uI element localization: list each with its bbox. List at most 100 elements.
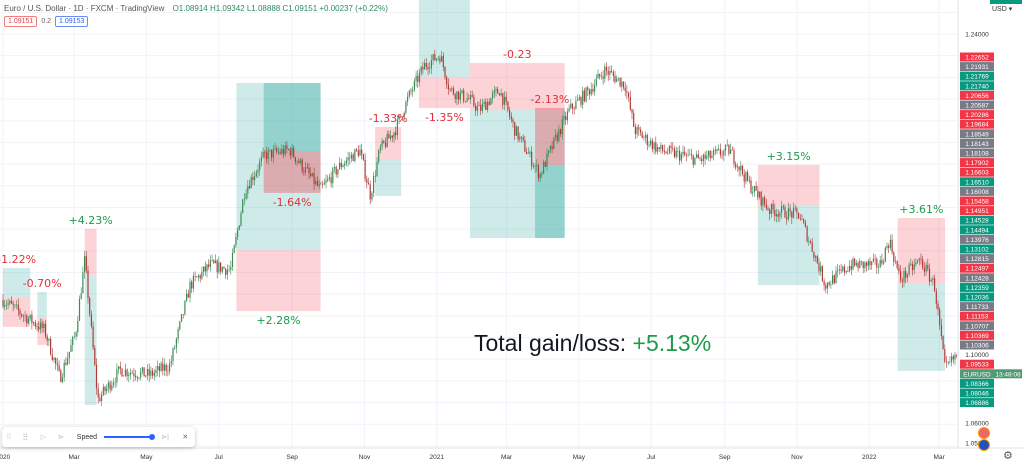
currency-dropdown[interactable]: USD ▾ xyxy=(990,5,1015,13)
candle-body xyxy=(923,267,925,272)
candle-body xyxy=(245,193,247,199)
candle-body xyxy=(408,90,410,97)
time-tick-label: 2020 xyxy=(0,454,11,461)
candle-body xyxy=(315,180,317,185)
candle-body xyxy=(605,66,608,71)
jump-to-realtime-icon[interactable]: ⊳| xyxy=(161,434,169,441)
candle-body xyxy=(160,363,162,372)
us-flag-icon[interactable] xyxy=(978,427,990,439)
price-label-bg xyxy=(960,340,994,350)
candle-body xyxy=(529,151,531,154)
trade-stop-zone xyxy=(535,107,565,165)
eu-flag-icon[interactable] xyxy=(978,439,990,451)
price-label: 1.16603 xyxy=(965,170,989,177)
candle-body xyxy=(520,136,523,138)
candle-body xyxy=(274,148,276,150)
candle-body xyxy=(495,89,497,91)
candle-body xyxy=(818,263,820,272)
candle-body xyxy=(777,214,779,217)
candle-body xyxy=(857,263,859,269)
drag-handle-icon[interactable]: ⠿ xyxy=(6,434,12,441)
trade-stop-zone xyxy=(897,218,946,284)
candle-body xyxy=(531,151,533,167)
candle-body xyxy=(617,77,619,79)
candle-body xyxy=(276,148,278,152)
candle-body xyxy=(469,95,472,100)
candle-body xyxy=(939,309,941,325)
candle-body xyxy=(687,154,689,156)
price-label-bg xyxy=(960,186,994,196)
total-gain-loss: Total gain/loss: +5.13% xyxy=(474,330,711,357)
candle-body xyxy=(796,208,798,213)
price-label: 1.21931 xyxy=(965,64,989,71)
price-label: 1.11733 xyxy=(965,304,988,311)
candle-body xyxy=(534,166,536,167)
price-label-bg xyxy=(960,398,994,408)
candle-body xyxy=(257,170,259,173)
candle-body xyxy=(758,191,761,198)
buy-button[interactable]: 1.09153 xyxy=(55,16,89,27)
candle-body xyxy=(786,217,788,220)
speed-slider[interactable] xyxy=(104,433,156,441)
candle-body xyxy=(478,105,480,107)
candle-body xyxy=(138,377,140,379)
candle-body xyxy=(410,90,412,92)
time-tick-label: 2021 xyxy=(429,454,444,461)
candle-body xyxy=(143,367,145,377)
candle-body xyxy=(663,150,665,152)
step-forward-icon[interactable]: ⊳ xyxy=(57,434,64,441)
price-label-bg xyxy=(960,129,994,139)
candle-body xyxy=(910,263,912,265)
candle-body xyxy=(509,110,511,117)
candle-body xyxy=(101,394,103,402)
candle-body xyxy=(609,70,611,75)
total-label: Total gain/loss: xyxy=(474,330,627,356)
candle-body xyxy=(835,271,837,283)
close-icon[interactable]: ✕ xyxy=(182,434,189,441)
candle-body xyxy=(947,361,949,363)
candle-body xyxy=(2,300,4,307)
sell-button[interactable]: 1.09151 xyxy=(4,16,38,27)
candle-body xyxy=(682,151,684,154)
candle-body xyxy=(512,119,514,123)
gear-icon[interactable]: ⚙ xyxy=(1003,450,1013,462)
time-axis[interactable]: 2020 Mar May Jul Sep Nov 2021 Mar May Jul Sep Nov 20… xyxy=(0,454,946,461)
candle-body xyxy=(344,163,346,166)
candle-body xyxy=(179,321,181,330)
select-bar-icon[interactable]: ⫶⫶ xyxy=(22,431,28,442)
candle-body xyxy=(585,87,587,102)
candle-body xyxy=(141,367,143,372)
candle-body xyxy=(485,101,487,110)
candle-body xyxy=(213,260,215,264)
candle-body xyxy=(44,323,47,337)
candle-body xyxy=(643,137,645,139)
candle-body xyxy=(561,119,563,135)
candle-body xyxy=(240,213,242,226)
trade-result-label: +3.15% xyxy=(767,150,811,163)
candle-body xyxy=(303,171,305,173)
candle-body xyxy=(21,314,23,317)
candle-body xyxy=(915,262,917,265)
time-tick-label: Mar xyxy=(501,454,513,461)
candle-body xyxy=(847,271,849,272)
candle-body xyxy=(622,81,625,88)
candle-body xyxy=(330,177,332,184)
candle-body xyxy=(345,160,347,164)
candle-body xyxy=(114,382,116,383)
candle-body xyxy=(900,271,902,281)
top-price-label-bg xyxy=(990,0,1022,4)
candle-body xyxy=(519,136,521,140)
candle-body xyxy=(58,365,60,371)
candle-body xyxy=(157,366,159,370)
symbol-title[interactable]: Euro / U.S. Dollar · 1D · FXCM · Trading… xyxy=(4,4,165,13)
candle-body xyxy=(106,387,108,392)
play-icon[interactable]: ▷ xyxy=(40,434,47,441)
candle-body xyxy=(626,91,628,93)
candle-body xyxy=(373,176,375,194)
candle-body xyxy=(444,66,446,78)
candle-body xyxy=(611,70,613,73)
candle-body xyxy=(196,276,198,278)
candle-body xyxy=(459,92,461,100)
candle-body xyxy=(541,173,543,175)
